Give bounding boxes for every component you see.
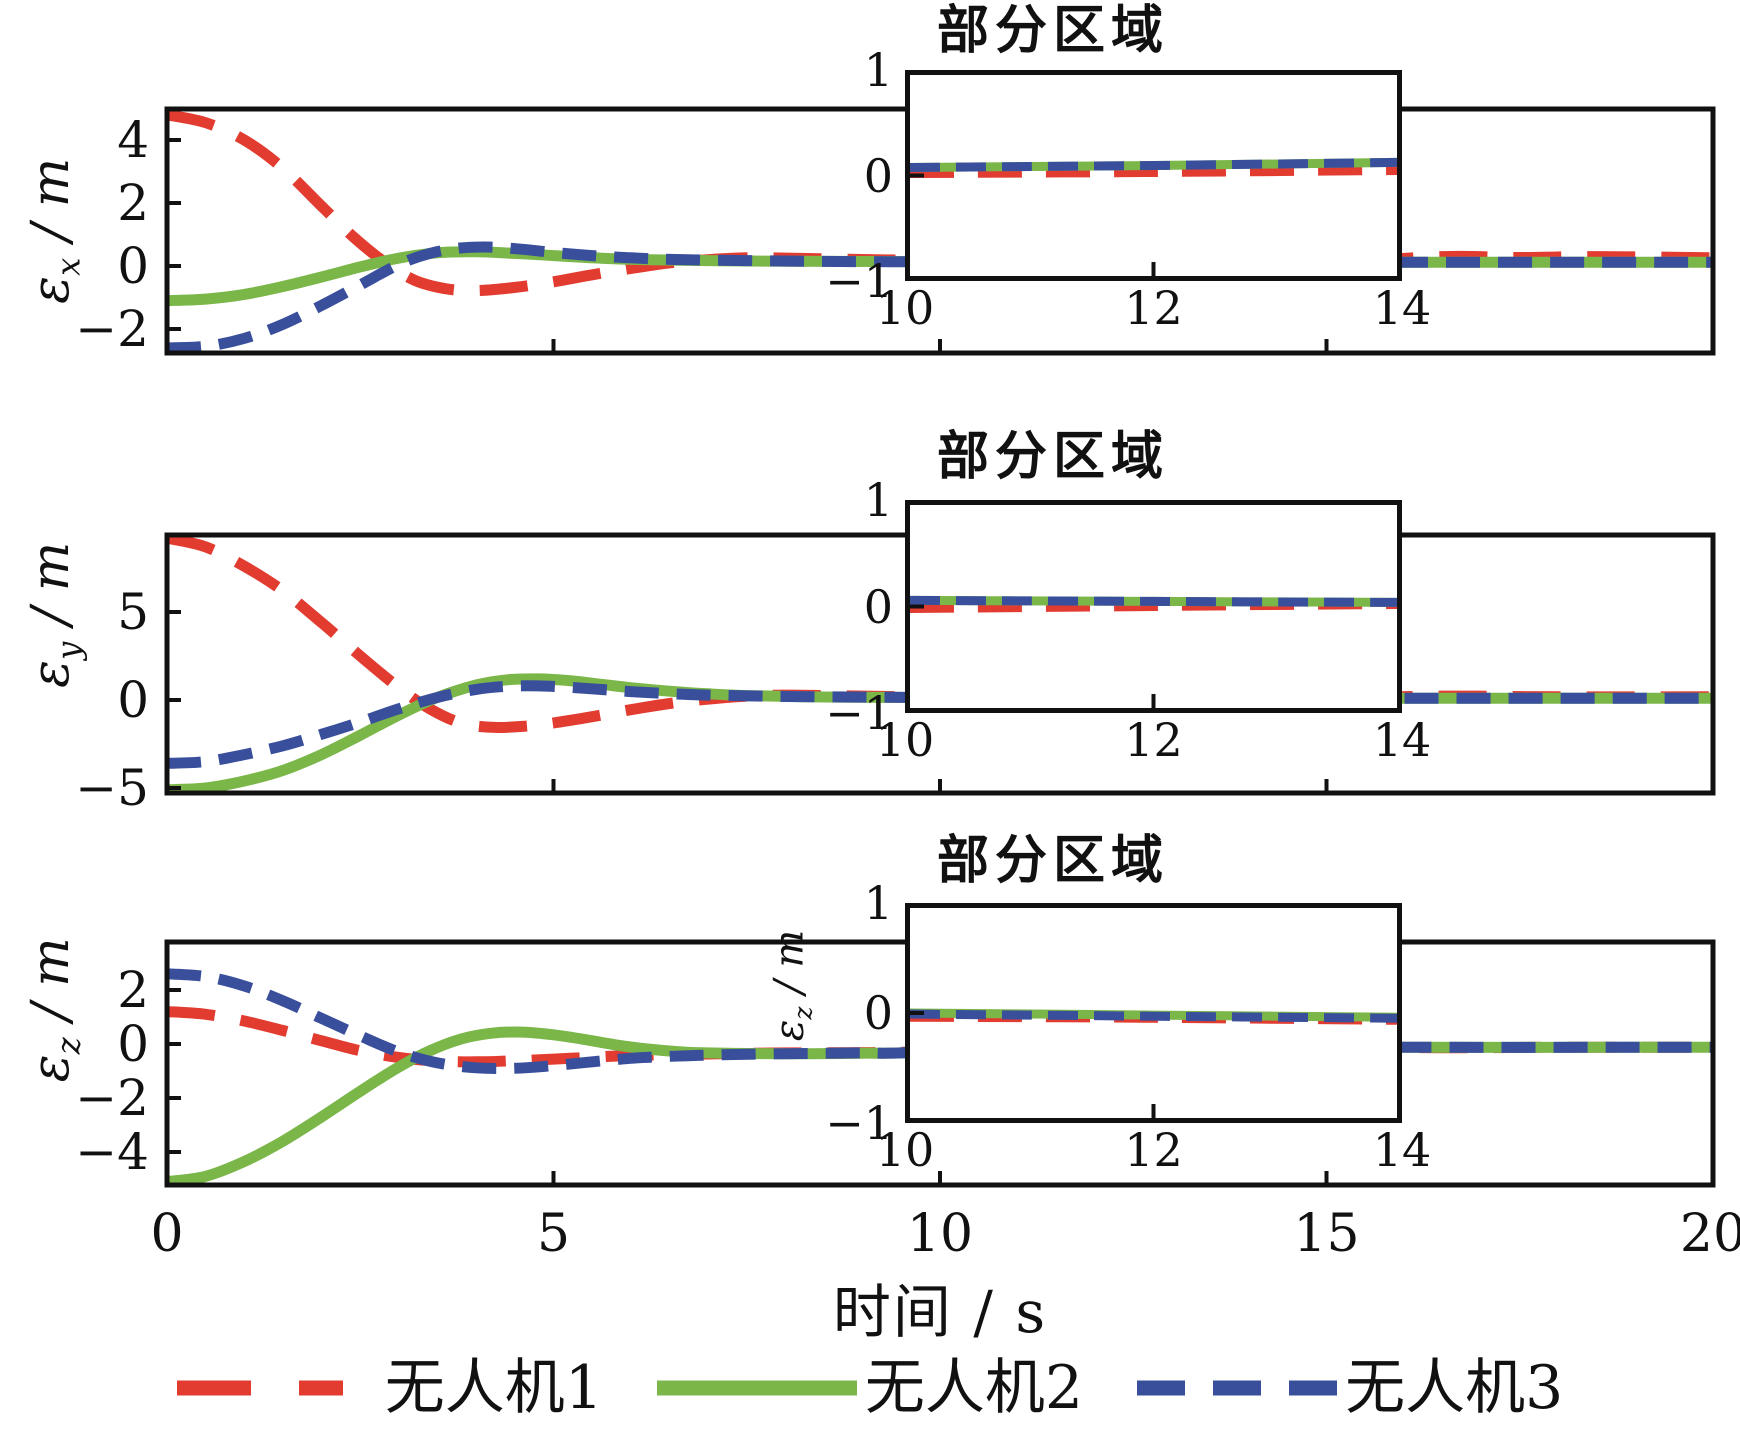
inset-2-xtick-label: 12 xyxy=(1124,1123,1183,1177)
inset-1-xtick-label: 10 xyxy=(875,713,935,767)
ytick-label-sub0: 2 xyxy=(117,174,149,232)
inset-1-ytick-label: 1 xyxy=(863,473,893,527)
ytick-label-sub2: 0 xyxy=(117,1015,149,1073)
inset-1-ytick-label: −1 xyxy=(825,686,893,740)
xtick-label-10: 10 xyxy=(906,1204,974,1264)
inset-0-xtick-label: 10 xyxy=(875,281,935,335)
inset-0-ytick-label: −1 xyxy=(825,254,893,308)
inset-title-y: 部分区域 xyxy=(936,426,1169,487)
inset-0-xtick-label: 12 xyxy=(1124,281,1183,335)
inset-1-ytick-label: 0 xyxy=(863,579,893,634)
ytick-label-sub1: 5 xyxy=(117,583,149,641)
inset-series-uav3 xyxy=(910,157,1397,172)
ytick-label-sub1: 0 xyxy=(117,671,149,729)
legend-item-uav1: 无人机1 xyxy=(176,1353,603,1423)
legend-swatch-uav1-dashed-line-icon xyxy=(176,1380,377,1396)
ytick-label-sub2: −4 xyxy=(75,1123,149,1181)
ytick-label-sub0: 4 xyxy=(117,111,149,169)
inset-1-xtick-label: 12 xyxy=(1124,713,1183,767)
legend-label-uav2: 无人机2 xyxy=(864,1353,1084,1423)
xtick-label-15: 15 xyxy=(1293,1204,1360,1264)
inset-series-uav3 xyxy=(910,1009,1397,1023)
ytick-label-sub2: −2 xyxy=(75,1069,149,1127)
legend-label-uav1: 无人机1 xyxy=(384,1353,603,1423)
inset-plot-y xyxy=(905,500,1402,713)
legend-swatch-uav3-dashed-line-icon xyxy=(1137,1380,1338,1396)
inset-0-ytick-label: 1 xyxy=(863,43,893,97)
inset-0-ytick-label: 0 xyxy=(863,148,893,203)
xtick-label-0: 0 xyxy=(150,1204,184,1264)
inset-2-xtick-label: 14 xyxy=(1372,1123,1432,1177)
inset-title-z: 部分区域 xyxy=(936,830,1169,891)
xtick-label-20: 20 xyxy=(1679,1204,1740,1264)
inset-2-ytick-label: −1 xyxy=(825,1096,893,1150)
inset-z-svg xyxy=(910,1008,1397,1118)
inset-series-uav3 xyxy=(910,595,1397,607)
ytick-label-sub2: 2 xyxy=(117,961,149,1019)
ytick-label-sub0: −2 xyxy=(75,300,149,358)
ytick-label-sub0: 0 xyxy=(117,237,149,295)
inset-series-uav1 xyxy=(910,166,1397,178)
ytick-label-sub1: −5 xyxy=(75,759,149,817)
inset-2-xtick-label: 10 xyxy=(875,1123,935,1177)
xaxis-title: 时间 / s xyxy=(832,1278,1048,1346)
inset-2-ytick-label: 1 xyxy=(863,876,893,930)
legend-item-uav2: 无人机2 xyxy=(656,1353,1084,1423)
inset-2-ytick-label: 0 xyxy=(863,986,893,1040)
inset-0-xtick-label: 14 xyxy=(1372,281,1432,335)
inset-title-x: 部分区域 xyxy=(936,0,1169,61)
xtick-label-5: 5 xyxy=(536,1204,571,1264)
series-uav1 xyxy=(169,537,1711,734)
legend: 无人机1 无人机2 无人机3 xyxy=(0,1348,1740,1428)
inset-plot-z xyxy=(905,903,1402,1123)
legend-label-uav3: 无人机3 xyxy=(1345,1353,1564,1423)
inset-x-svg xyxy=(910,157,1397,276)
legend-item-uav3: 无人机3 xyxy=(1137,1358,1563,1418)
inset-plot-x xyxy=(905,70,1402,281)
inset-1-xtick-label: 14 xyxy=(1372,713,1432,767)
inset-y-svg xyxy=(910,595,1397,708)
legend-swatch-uav2-solid-line-icon xyxy=(656,1380,857,1396)
